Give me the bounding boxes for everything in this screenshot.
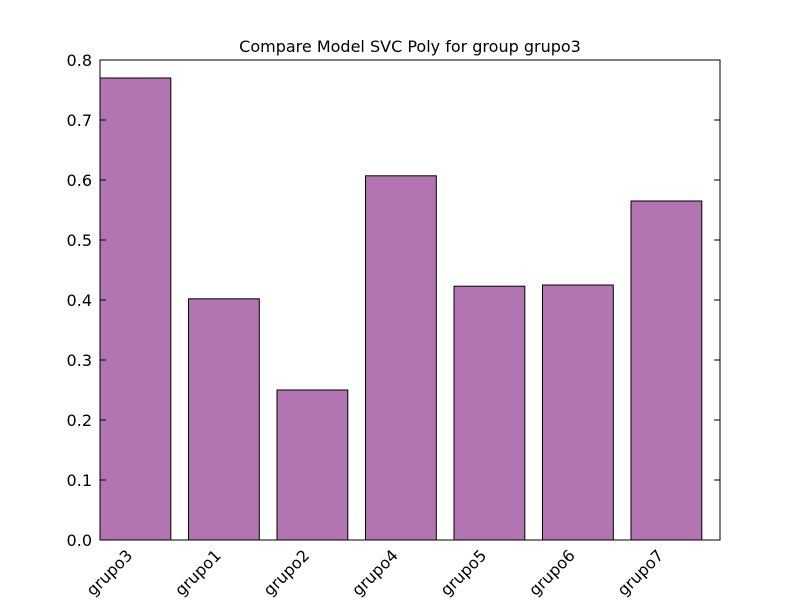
x-tick-label-grupo5: grupo5 — [437, 546, 491, 600]
bar-grupo1 — [188, 298, 260, 541]
y-tick-label: 0.2 — [67, 411, 92, 430]
y-tick-label: 0.8 — [67, 51, 92, 70]
x-tick-label-grupo7: grupo7 — [614, 546, 668, 600]
bar-grupo5 — [453, 285, 526, 541]
y-axis: 0.0 0.1 0.2 0.3 0.4 0.5 0.6 0.7 0.8 — [67, 51, 720, 550]
bar-grupo2 — [276, 389, 349, 541]
y-tick-label: 0.7 — [67, 111, 92, 130]
bars-group — [99, 77, 703, 541]
plot-frame — [99, 59, 721, 541]
x-tick-label-grupo1: grupo1 — [171, 546, 225, 600]
y-tick-label: 0.1 — [67, 471, 92, 490]
bar-grupo4 — [365, 175, 437, 541]
x-tick-label-grupo2: grupo2 — [260, 546, 314, 600]
x-axis: grupo3 grupo1 grupo2 grupo4 grupo5 grupo6 grup… — [83, 534, 668, 600]
bar-grupo6 — [542, 284, 614, 541]
y-tick-label: 0.5 — [67, 231, 92, 250]
x-tick-label-grupo6: grupo6 — [525, 546, 579, 600]
x-tick-label-grupo4: grupo4 — [348, 546, 402, 600]
y-tick-label: 0.0 — [67, 531, 92, 550]
y-tick-label: 0.3 — [67, 351, 92, 370]
x-tick-label-grupo3: grupo3 — [83, 546, 137, 600]
y-tick-label: 0.6 — [67, 171, 92, 190]
chart-title: Compare Model SVC Poly for group grupo3 — [239, 37, 581, 56]
bar-grupo3 — [99, 77, 172, 541]
bar-grupo7 — [630, 200, 703, 541]
y-tick-label: 0.4 — [67, 291, 92, 310]
